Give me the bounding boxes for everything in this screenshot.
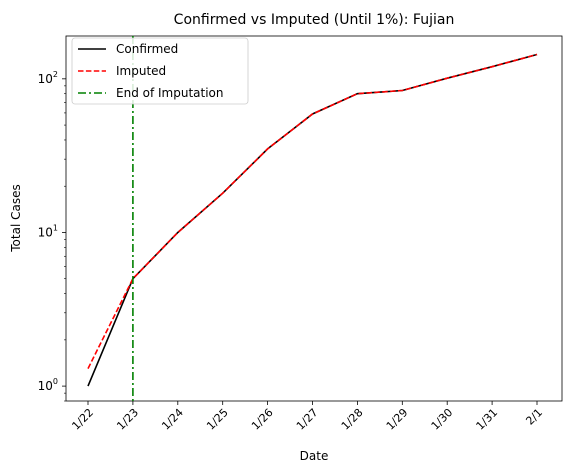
x-tick-label: 1/22 xyxy=(69,406,96,433)
y-axis: 100 101 102 xyxy=(38,70,66,402)
legend-label: Imputed xyxy=(116,64,166,78)
x-axis: 1/22 1/23 1/24 1/25 1/26 1/27 1/28 1/29 1/30 1/31… xyxy=(69,401,545,433)
x-tick-label: 1/28 xyxy=(339,406,366,433)
x-tick-label: 1/23 xyxy=(114,406,141,433)
x-tick-label: 1/30 xyxy=(429,406,456,433)
legend-label: Confirmed xyxy=(116,42,178,56)
legend-box xyxy=(71,37,249,105)
x-tick-label: 1/27 xyxy=(294,406,321,433)
legend-label: End of Imputation xyxy=(116,86,224,100)
y-tick-label: 101 xyxy=(38,223,58,239)
x-tick-label: 1/26 xyxy=(249,406,276,433)
y-tick-label: 100 xyxy=(38,377,58,393)
y-tick-label: 102 xyxy=(38,70,58,86)
x-axis-label: Date xyxy=(300,449,329,463)
x-tick-label: 2/1 xyxy=(523,406,545,428)
plot-frame xyxy=(65,35,563,402)
chart-title: Confirmed vs Imputed (Until 1%): Fujian xyxy=(174,12,455,28)
x-tick-label: 1/29 xyxy=(384,406,411,433)
x-tick-label: 1/25 xyxy=(204,406,231,433)
legend: Confirmed Imputed End of Imputation xyxy=(71,37,249,105)
y-axis-label: Total Cases xyxy=(9,184,23,252)
x-tick-label: 1/24 xyxy=(159,406,186,433)
x-tick-label: 1/31 xyxy=(474,406,501,433)
series-line-imputed xyxy=(87,53,538,369)
